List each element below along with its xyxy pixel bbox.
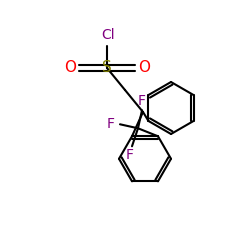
- Text: Cl: Cl: [101, 28, 115, 42]
- Text: S: S: [102, 60, 112, 76]
- Text: F: F: [138, 94, 146, 108]
- Text: O: O: [64, 60, 76, 76]
- Text: F: F: [107, 117, 115, 131]
- Text: F: F: [126, 148, 134, 162]
- Text: O: O: [138, 60, 150, 76]
